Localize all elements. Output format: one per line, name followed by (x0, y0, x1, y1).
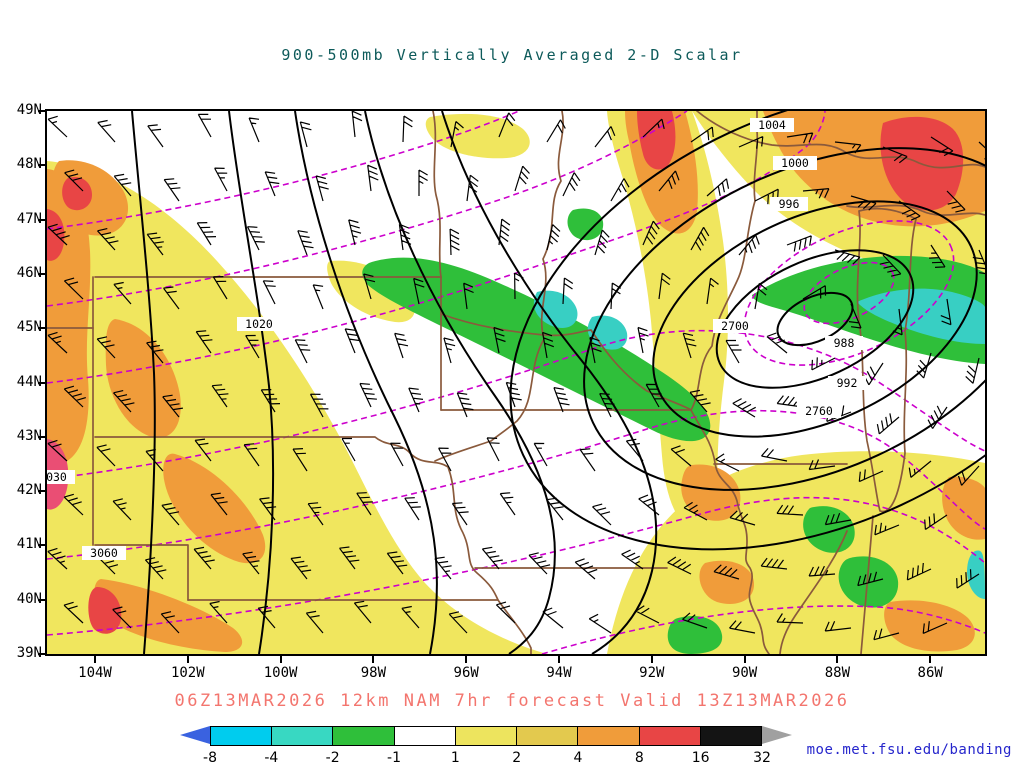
lat-tick (38, 435, 45, 438)
colorbar-segment (700, 727, 761, 745)
lon-label: 104W (78, 665, 112, 681)
lon-tick (279, 656, 282, 663)
lon-tick (465, 656, 468, 663)
colorbar-tick-label: 1 (450, 750, 460, 766)
lat-label: 42N (16, 482, 42, 499)
lat-label: 43N (16, 427, 42, 444)
title-block: 900-500mb Vertically Averaged 2-D Scalar… (0, 0, 1024, 316)
contour-label: 996 (779, 197, 800, 211)
lat-label: 45N (16, 319, 42, 336)
colorbar-arrow-left (180, 726, 210, 744)
colorbar-arrow-right (762, 726, 792, 744)
lon-tick (836, 656, 839, 663)
contour-label: 1004 (758, 118, 786, 132)
lon-label: 100W (263, 665, 298, 681)
contour-label: 988 (834, 336, 855, 350)
colorbar-segment (394, 727, 456, 745)
lat-label: 39N (16, 645, 42, 661)
colorbar-tick-label: -1 (387, 750, 401, 766)
lat-tick (38, 598, 45, 601)
colorbar-tick-label: -8 (203, 750, 217, 766)
footer: -8 -4 -2 -1 1 2 4 8 16 32 moe.met.fsu.edu/banding (0, 716, 1024, 768)
contour-label: 1020 (245, 317, 273, 331)
lon-tick (186, 656, 189, 663)
lat-label: 48N (16, 156, 42, 173)
title-line-1: 900-500mb Vertically Averaged 2-D Scalar (281, 46, 743, 64)
weather-map: 1020 1004 1000 996 992 988 2700 2760 303… (45, 109, 987, 656)
colorbar-segment (333, 727, 395, 745)
contour-label: 1000 (781, 156, 809, 170)
lat-tick (38, 110, 45, 112)
lon-tick (94, 656, 96, 663)
lat-label: 49N (16, 102, 42, 118)
colorbar-segment (455, 727, 518, 745)
colorbar-segments (210, 726, 762, 746)
lon-label: 92W (639, 665, 665, 681)
forecast-caption: 06Z13MAR2026 12km NAM 7hr forecast Valid… (174, 691, 850, 711)
lat-tick (38, 272, 45, 275)
colorbar-segment (578, 727, 640, 745)
lon-label: 96W (453, 665, 479, 681)
lon-tick (650, 656, 653, 663)
colorbar: -8 -4 -2 -1 1 2 4 8 16 32 (180, 726, 792, 766)
colorbar-segment (272, 727, 334, 745)
lon-tick (743, 656, 746, 663)
lon-label: 86W (917, 665, 943, 681)
lat-label: 44N (16, 373, 42, 390)
colorbar-segment (211, 727, 273, 745)
lat-tick (38, 164, 45, 167)
lat-tick (38, 653, 45, 655)
lon-label: 94W (546, 665, 572, 681)
contour-label: 2700 (721, 319, 749, 333)
lat-label: 46N (16, 264, 42, 281)
colorbar-segment (517, 727, 579, 745)
lon-tick (558, 656, 560, 663)
mslp-contours (131, 111, 985, 654)
wind-barb-field (47, 111, 985, 641)
700mb-height-contours (47, 111, 985, 654)
colorbar-tick-label: 32 (753, 750, 771, 766)
lon-label: 88W (824, 665, 851, 681)
lat-tick (38, 544, 45, 547)
colorbar-tick-label: -2 (325, 750, 340, 766)
lat-label: 47N (16, 210, 42, 227)
lon-tick (372, 656, 375, 663)
colorbar-tick-label: 4 (573, 750, 583, 766)
lat-tick (38, 327, 45, 330)
lat-tick (38, 381, 45, 384)
attribution-link[interactable]: moe.met.fsu.edu/banding (806, 742, 1012, 758)
contour-label: 2760 (805, 404, 833, 418)
contour-labels: 1020 1004 1000 996 992 988 2700 2760 303… (45, 118, 866, 560)
colorbar-tick-label: 2 (512, 750, 522, 766)
colorbar-tick-label: 8 (634, 750, 644, 766)
wind-barbs (47, 111, 985, 641)
lon-label: 90W (731, 665, 758, 681)
contour-label: 992 (837, 376, 858, 390)
lat-tick (38, 490, 45, 493)
lon-tick (929, 656, 932, 663)
colorbar-tick-label: -4 (264, 750, 279, 766)
lat-label: 40N (16, 590, 42, 607)
colorbar-tick-label: 16 (691, 750, 710, 766)
lat-tick (38, 218, 45, 221)
contour-label: 3060 (90, 546, 118, 560)
colorbar-segment (639, 727, 701, 745)
map-area: 1020 1004 1000 996 992 988 2700 2760 303… (0, 102, 1024, 691)
lon-label: 98W (360, 665, 387, 681)
lat-label: 41N (16, 536, 42, 553)
lon-label: 102W (170, 665, 205, 681)
